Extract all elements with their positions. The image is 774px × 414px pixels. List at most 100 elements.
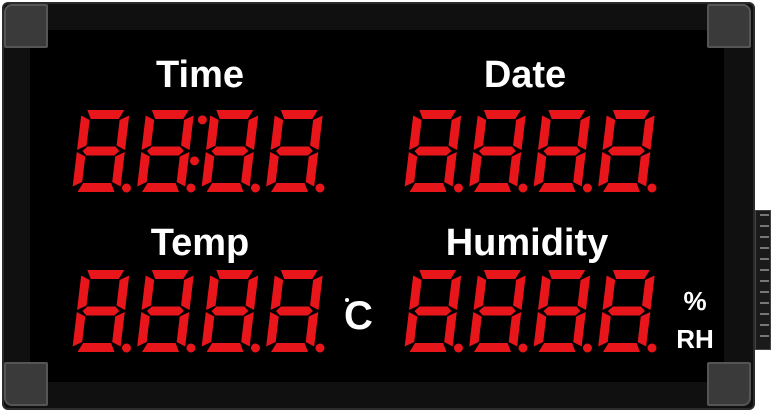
temp-digit-3-segment-f [206,275,219,310]
temp-digit-4-segment-c [305,312,319,347]
celsius-unit: C [342,296,382,336]
humidity-digit-3-decimal-point [582,343,592,353]
temp-digit-3-segment-d [206,343,244,352]
humidity-digit-2-segment-a [483,270,521,279]
temp-segment-display [72,270,346,354]
time-digit-3-segment-c [241,152,254,187]
date-digit-1-decimal-point [453,183,463,193]
time-label: Time [155,54,244,96]
humidity-digit-2-decimal-point [518,343,528,353]
corner-bracket-bottom-left [4,362,48,406]
time-digit-4-segment-d [271,183,308,192]
time-digit-1-segment-d [77,183,115,192]
time-digit-1-segment-e [72,152,86,187]
date-digit-4-segment-e [598,152,611,187]
date-label: Date [483,54,567,96]
humidity-digit-1-segment-g [414,306,452,316]
temp-digit-3-decimal-point [250,343,260,353]
humidity-digit-3-segment-f [538,275,551,310]
humidity-digit-2-segment-d [474,343,511,352]
date-digit-3-segment-b [577,115,591,150]
temp-label: Temp [150,222,250,264]
temp-digit-3-segment-g [211,306,249,316]
date-digit-3-segment-c [573,152,586,187]
corner-bracket-top-left [4,4,48,48]
temp-digit-1-segment-g [82,306,120,316]
time-digit-1-segment-f [77,115,90,150]
time-segment-display [72,110,346,194]
time-digit-3-segment-g [211,146,249,156]
temp-digit-3-segment-c [241,312,254,347]
humidity-digit-4-segment-d [603,343,640,352]
temp-digit-1-decimal-point [121,343,131,353]
time-colon-dot-2 [189,156,199,166]
temp-digit-4-segment-e [266,312,279,347]
temp-digit-2-segment-e [137,312,150,347]
date-digit-1-segment-e [404,152,418,187]
temp-digit-1-segment-d [77,343,115,352]
humidity-digit-3-segment-d [538,343,576,352]
humidity-digit-2-segment-f [473,275,487,310]
humidity-percent-unit: % [683,286,707,316]
date-digit-4-segment-g [607,146,645,156]
date-digit-1-segment-a [419,110,457,119]
humidity-digit-1-segment-d [409,343,447,352]
degree-dot [345,298,349,302]
corner-bracket-top-right [707,4,751,48]
date-digit-3-segment-a [548,110,586,119]
date-digit-1-segment-f [409,115,422,150]
temp-digit-4-segment-a [280,270,318,279]
time-digit-3-segment-a [216,110,254,119]
connector-pins [760,214,769,346]
date-digit-4-segment-a [612,110,650,119]
humidity-digit-3-segment-g [543,306,581,316]
time-digit-1-segment-c [112,152,125,187]
date-digit-2-segment-a [483,110,521,119]
time-digit-4-segment-f [270,115,284,150]
temp-digit-3-segment-e [201,312,215,347]
time-colon-dot-1 [197,115,207,125]
time-digit-4-segment-b [310,115,323,150]
time-digit-4-segment-a [280,110,318,119]
date-digit-3-segment-e [533,152,547,187]
temp-digit-4-segment-g [275,306,313,316]
time-digit-2-segment-g [146,146,184,156]
date-digit-2-segment-c [508,152,522,187]
time-digit-1-decimal-point [121,183,131,193]
time-digit-4-decimal-point [315,183,325,193]
humidity-digit-1-decimal-point [453,343,463,353]
humidity-digit-4-segment-f [602,275,616,310]
humidity-rh-unit: RH [676,324,714,354]
corner-bracket-bottom-right [707,362,751,406]
date-digit-4-decimal-point [647,183,657,193]
date-digit-2-segment-f [473,115,487,150]
date-digit-2-segment-g [478,146,516,156]
humidity-digit-3-segment-e [533,312,547,347]
date-digit-2-segment-d [474,183,511,192]
temp-digit-4-decimal-point [315,343,325,353]
humidity-digit-1-segment-e [404,312,418,347]
celsius-letter: C [344,294,373,338]
date-digit-3-segment-d [538,183,576,192]
temp-digit-4-segment-f [270,275,284,310]
humidity-label: Humidity [445,222,609,264]
temp-digit-2-segment-d [142,343,179,352]
temp-digit-1-segment-a [87,270,125,279]
date-digit-1-segment-c [444,152,457,187]
date-digit-4-segment-d [603,183,640,192]
date-digit-4-segment-b [642,115,655,150]
humidity-digit-1-segment-b [448,275,462,310]
date-digits-svg [404,110,657,193]
temp-digit-3-segment-a [216,270,254,279]
humidity-digit-4-segment-e [598,312,611,347]
humidity-digit-1-segment-f [409,275,422,310]
date-digit-2-decimal-point [518,183,528,193]
temp-digit-4-segment-d [271,343,308,352]
humidity-digit-3-segment-c [573,312,586,347]
date-digit-1-segment-d [409,183,447,192]
humidity-digit-2-segment-b [513,275,526,310]
temp-digit-2-segment-b [181,275,194,310]
time-digit-3-segment-f [206,115,219,150]
date-digit-2-segment-b [513,115,526,150]
